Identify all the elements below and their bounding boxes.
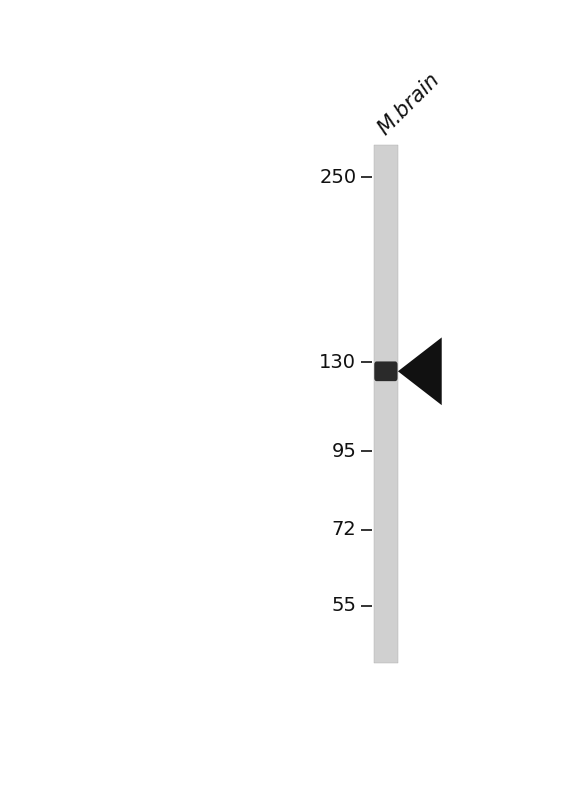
Text: 95: 95: [332, 442, 357, 461]
Bar: [374, 146, 398, 662]
FancyBboxPatch shape: [374, 362, 398, 381]
Text: 72: 72: [332, 520, 357, 539]
Text: 250: 250: [319, 168, 357, 187]
Text: M.brain: M.brain: [374, 70, 444, 139]
Text: 130: 130: [319, 353, 357, 372]
Polygon shape: [398, 338, 442, 405]
Text: 55: 55: [331, 597, 357, 615]
